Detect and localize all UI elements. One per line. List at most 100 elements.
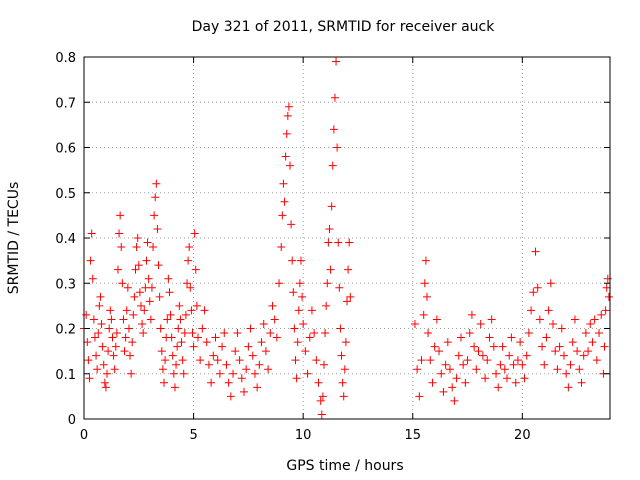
data-point xyxy=(275,279,284,288)
data-point xyxy=(177,338,186,347)
data-point xyxy=(286,161,295,170)
y-tick-label: 0.2 xyxy=(55,323,76,338)
data-point xyxy=(301,347,310,356)
data-point xyxy=(106,306,115,315)
data-point xyxy=(328,161,337,170)
data-point xyxy=(575,365,584,374)
data-point xyxy=(600,342,609,351)
data-point xyxy=(166,310,175,319)
data-point xyxy=(319,360,328,369)
data-point xyxy=(198,324,207,333)
data-point xyxy=(292,374,301,383)
data-point xyxy=(314,378,323,387)
data-point xyxy=(557,324,566,333)
data-point xyxy=(296,256,305,265)
data-point xyxy=(485,333,494,342)
data-point xyxy=(579,351,588,360)
data-point xyxy=(277,243,286,252)
data-point xyxy=(229,369,238,378)
data-point xyxy=(107,315,116,324)
data-point xyxy=(513,356,522,365)
data-point xyxy=(154,261,163,270)
data-point xyxy=(150,211,159,220)
data-point xyxy=(115,229,124,238)
data-point xyxy=(522,351,531,360)
data-point xyxy=(437,369,446,378)
data-point xyxy=(130,292,139,301)
data-point xyxy=(172,360,181,369)
data-point xyxy=(524,329,533,338)
data-point xyxy=(261,347,270,356)
grid-layer xyxy=(84,57,610,419)
data-point xyxy=(266,329,275,338)
data-point xyxy=(332,57,341,66)
data-point xyxy=(420,279,429,288)
data-point xyxy=(419,310,428,319)
data-point xyxy=(96,292,105,301)
data-point xyxy=(98,342,107,351)
data-point xyxy=(153,224,162,233)
data-point xyxy=(163,315,172,324)
data-point xyxy=(179,369,188,378)
data-point xyxy=(134,261,143,270)
data-point xyxy=(494,383,503,392)
data-point xyxy=(158,365,167,374)
data-point xyxy=(472,365,481,374)
y-tick-label: 0.1 xyxy=(55,368,76,383)
data-point xyxy=(105,324,114,333)
data-point xyxy=(568,338,577,347)
data-point xyxy=(481,374,490,383)
y-tick-label: 0.4 xyxy=(55,232,76,247)
data-point xyxy=(193,333,202,342)
data-point xyxy=(165,288,174,297)
marks-layer xyxy=(80,57,613,419)
data-point xyxy=(454,351,463,360)
data-point xyxy=(452,374,461,383)
data-point xyxy=(531,247,540,256)
data-point xyxy=(498,342,507,351)
data-point xyxy=(180,329,189,338)
data-point xyxy=(312,356,321,365)
data-point xyxy=(343,297,351,306)
data-point xyxy=(224,378,233,387)
data-point xyxy=(167,333,176,342)
data-point xyxy=(564,383,573,392)
data-point xyxy=(138,319,147,328)
data-point xyxy=(322,301,331,310)
data-point xyxy=(174,324,183,333)
y-tick-label: 0.8 xyxy=(55,51,76,66)
data-point xyxy=(169,369,178,378)
data-point xyxy=(340,365,349,374)
data-point xyxy=(566,360,575,369)
data-point xyxy=(542,333,551,342)
data-point xyxy=(496,360,505,369)
data-point xyxy=(200,306,209,315)
data-point xyxy=(584,347,593,356)
data-point xyxy=(211,333,220,342)
data-point xyxy=(231,347,240,356)
data-point xyxy=(191,265,200,274)
data-point xyxy=(604,292,613,301)
data-point xyxy=(159,378,168,387)
data-point xyxy=(573,347,582,356)
data-point xyxy=(535,315,544,324)
data-point xyxy=(112,329,121,338)
data-point xyxy=(291,356,300,365)
data-point xyxy=(207,378,216,387)
data-point xyxy=(147,283,156,292)
data-point xyxy=(316,396,325,405)
data-point xyxy=(509,360,518,369)
y-tick-label: 0 xyxy=(68,413,76,428)
data-point xyxy=(161,356,170,365)
data-point xyxy=(305,333,314,342)
data-point xyxy=(173,342,182,351)
data-point xyxy=(487,315,496,324)
data-point xyxy=(330,93,339,102)
data-point xyxy=(270,315,279,324)
data-point xyxy=(94,329,103,338)
x-axis-title: GPS time / hours xyxy=(286,458,403,474)
data-point xyxy=(470,342,479,351)
data-point xyxy=(586,319,595,328)
data-point xyxy=(131,265,140,274)
data-point xyxy=(450,396,459,405)
